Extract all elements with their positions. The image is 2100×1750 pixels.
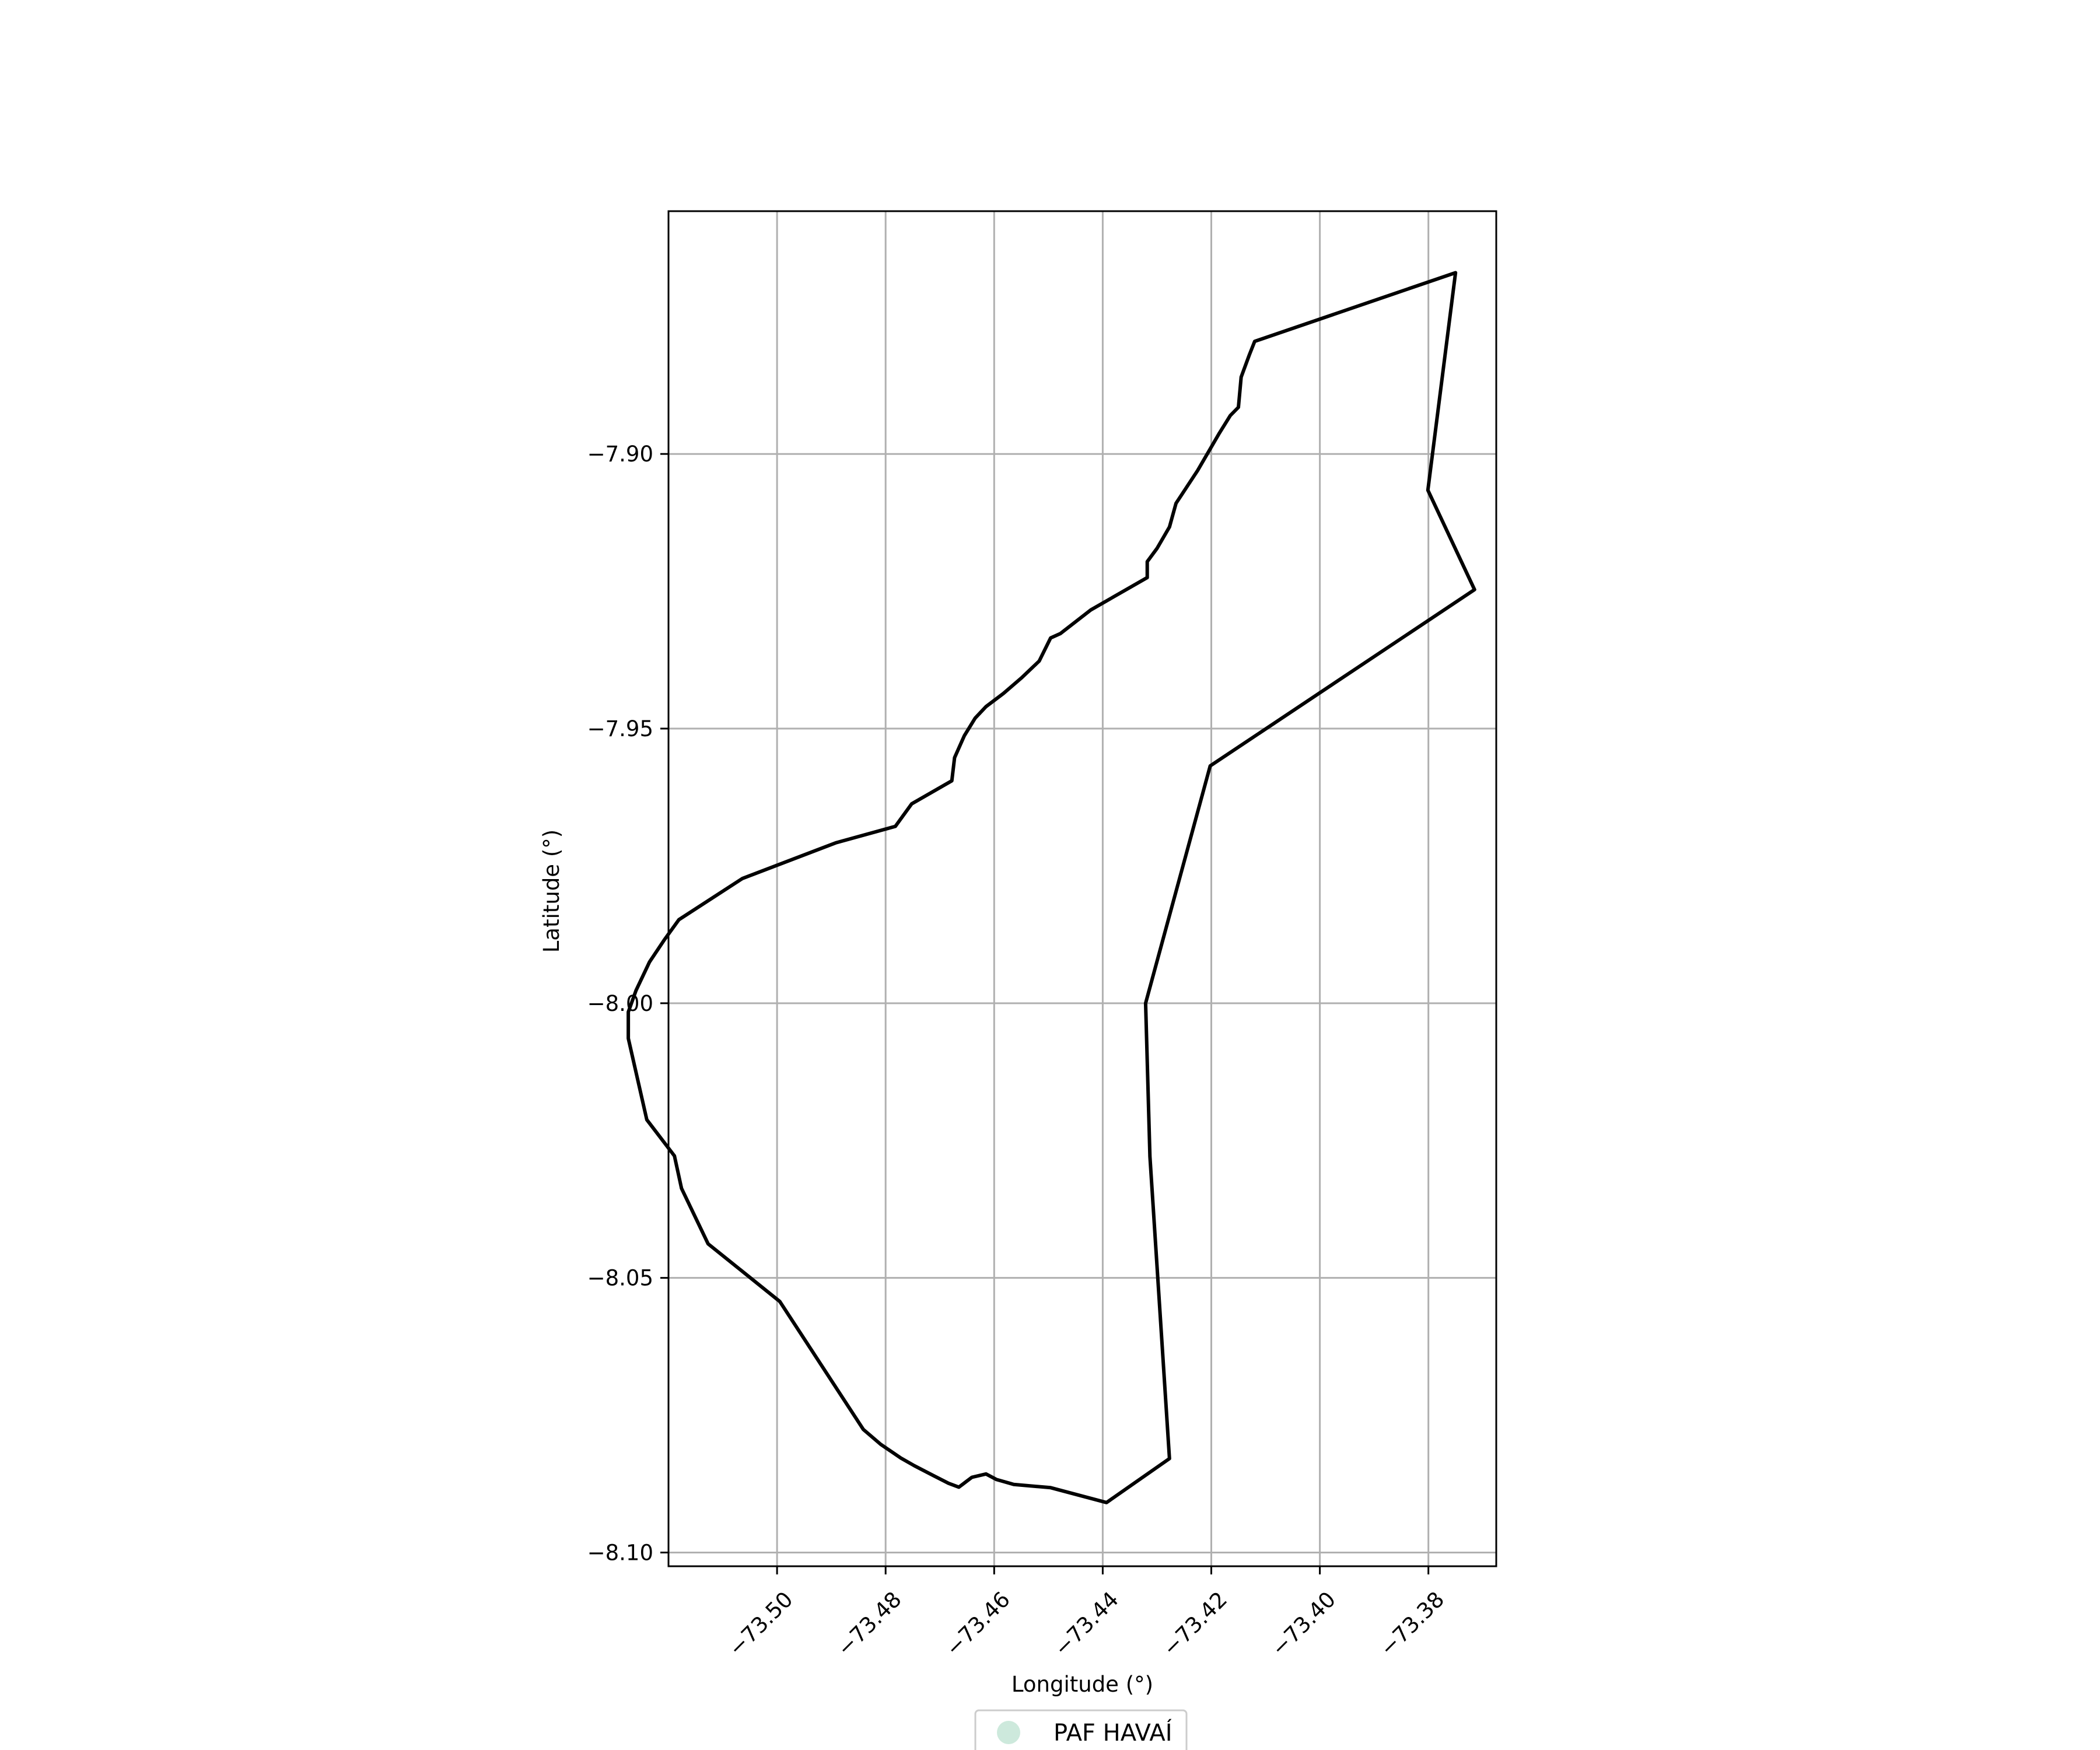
y-tick-label: −7.95: [587, 716, 653, 741]
x-tick-label: −73.46: [941, 1587, 1015, 1661]
x-tick-label: −73.38: [1375, 1587, 1449, 1661]
plot-area-frame: [667, 210, 1497, 1567]
grid-lines: [668, 211, 1496, 1566]
legend-marker-circle-icon: [997, 1721, 1020, 1744]
y-tick-label: −8.10: [587, 1540, 653, 1565]
legend: PAF HAVAÍ: [974, 1709, 1188, 1750]
x-tick-label: −73.44: [1049, 1587, 1124, 1661]
x-axis-label: Longitude (°): [1012, 1672, 1153, 1697]
x-tick-label: −73.48: [832, 1587, 907, 1661]
paf-havai-boundary: [626, 271, 1476, 1504]
y-tick-label: −8.05: [587, 1266, 653, 1291]
legend-label: PAF HAVAÍ: [1054, 1718, 1172, 1746]
x-tick-label: −73.50: [723, 1587, 797, 1661]
y-axis-ticks: −7.90 −7.95 −8.00 −8.05 −8.10: [587, 442, 668, 1565]
legend-box: [974, 1709, 1188, 1750]
y-tick-label: −7.90: [587, 442, 653, 467]
x-tick-label: −73.42: [1158, 1587, 1232, 1661]
y-axis-label: Latitude (°): [539, 830, 564, 953]
y-tick-label: −8.00: [587, 991, 653, 1016]
x-tick-label: −73.40: [1266, 1587, 1340, 1661]
x-axis-ticks: −73.50 −73.48 −73.46 −73.44 −73.42 −73.40 −73.…: [723, 1566, 1449, 1661]
